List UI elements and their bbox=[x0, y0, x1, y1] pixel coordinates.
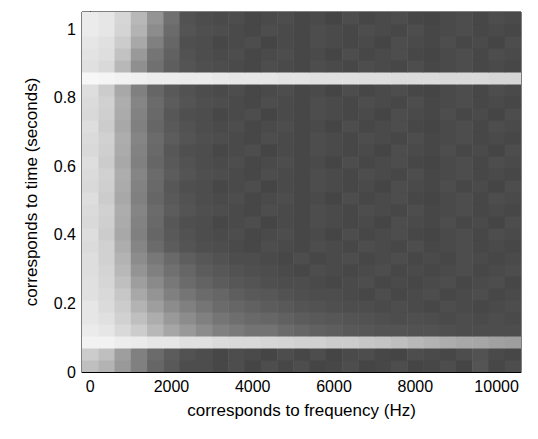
svg-text:corresponds to time (seconds): corresponds to time (seconds) bbox=[22, 78, 41, 307]
svg-text:0.6: 0.6 bbox=[54, 158, 76, 175]
svg-text:corresponds to frequency (Hz): corresponds to frequency (Hz) bbox=[187, 401, 416, 420]
svg-text:10000: 10000 bbox=[474, 378, 519, 395]
svg-text:0.8: 0.8 bbox=[54, 89, 76, 106]
svg-text:2000: 2000 bbox=[154, 378, 190, 395]
svg-text:0.2: 0.2 bbox=[54, 295, 76, 312]
svg-text:0: 0 bbox=[67, 364, 76, 381]
svg-text:0.4: 0.4 bbox=[54, 226, 76, 243]
svg-text:6000: 6000 bbox=[316, 378, 352, 395]
svg-text:0: 0 bbox=[86, 378, 95, 395]
svg-text:8000: 8000 bbox=[398, 378, 434, 395]
svg-text:4000: 4000 bbox=[235, 378, 271, 395]
svg-text:1: 1 bbox=[67, 21, 76, 38]
